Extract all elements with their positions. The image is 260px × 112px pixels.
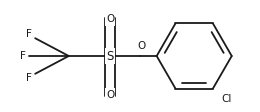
Text: F: F	[26, 29, 32, 39]
Text: S: S	[107, 50, 114, 62]
Text: F: F	[20, 51, 26, 61]
Text: Cl: Cl	[222, 94, 232, 104]
Text: O: O	[106, 14, 114, 24]
Text: O: O	[138, 41, 146, 51]
Text: O: O	[106, 89, 114, 100]
Text: F: F	[26, 73, 32, 83]
